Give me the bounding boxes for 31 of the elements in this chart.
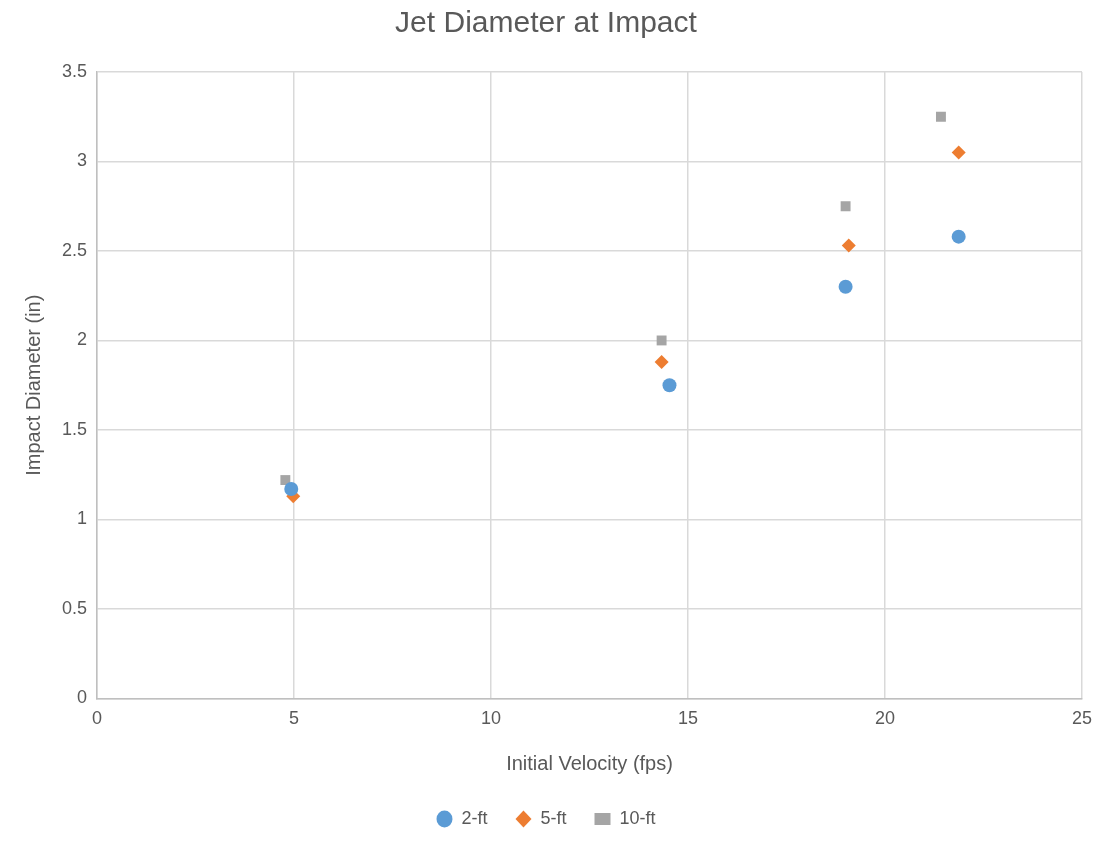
point	[280, 475, 291, 486]
point	[656, 335, 667, 346]
x-tick-label: 10	[480, 708, 502, 729]
point	[951, 145, 966, 160]
x-axis-title: Initial Velocity (fps)	[506, 751, 673, 774]
point	[838, 279, 853, 294]
y-tick-label: 2.5	[61, 239, 88, 260]
y-tick-label: 3.5	[61, 60, 88, 81]
y-tick-label: 0.5	[61, 597, 88, 618]
y-tick-label: 0	[77, 687, 88, 708]
point	[951, 229, 966, 244]
point	[935, 111, 946, 122]
y-tick-label: 3	[77, 150, 88, 171]
point	[662, 378, 677, 393]
point	[840, 201, 851, 212]
chart-title: Jet Diameter at Impact	[395, 5, 698, 39]
x-tick-label: 25	[1071, 708, 1092, 729]
legend-label: 2-ft	[461, 807, 488, 828]
point	[654, 354, 669, 369]
y-axis-title: Impact Diameter (in)	[21, 294, 44, 476]
legend-label: 5-ft	[540, 807, 567, 828]
x-tick-label: 5	[289, 708, 300, 729]
point	[841, 238, 856, 253]
y-tick-label: 1.5	[61, 418, 88, 439]
y-tick-label: 2	[77, 329, 88, 350]
point	[284, 482, 299, 496]
x-tick-label: 0	[92, 708, 103, 729]
x-tick-label: 20	[874, 708, 896, 729]
y-tick-label: 1	[77, 508, 88, 529]
x-tick-label: 15	[677, 708, 699, 729]
legend-label: 10-ft	[619, 807, 656, 828]
